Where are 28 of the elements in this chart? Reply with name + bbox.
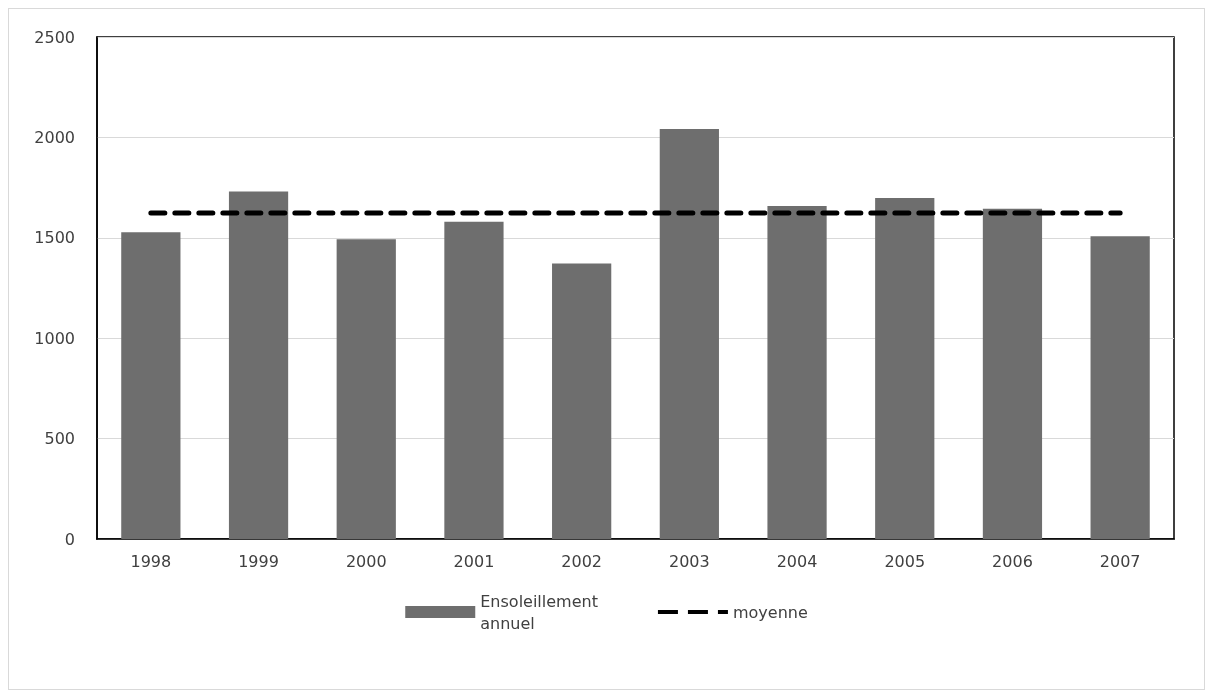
bar — [767, 206, 827, 539]
legend-label: Ensoleillement annuel — [480, 591, 598, 633]
x-tick-label: 2007 — [1099, 551, 1141, 571]
bar — [228, 191, 289, 539]
x-tick-label: 2005 — [884, 551, 926, 571]
bar — [1090, 236, 1150, 539]
bar — [444, 221, 504, 539]
bar — [659, 128, 719, 539]
bar — [552, 263, 612, 539]
legend-label: moyenne — [732, 602, 808, 622]
bar — [336, 239, 396, 539]
x-tick-label: 2003 — [668, 551, 710, 571]
x-tick-label: 1998 — [130, 551, 172, 571]
y-tick-label: 0 — [64, 529, 75, 549]
y-tick-label: 1500 — [34, 228, 75, 248]
x-tick-label: 2004 — [776, 551, 818, 571]
x-tick-label: 2001 — [453, 551, 495, 571]
bar — [875, 198, 935, 539]
x-tick-label: 1999 — [238, 551, 279, 571]
x-tick-label: 2002 — [561, 551, 603, 571]
x-tick-label: 2000 — [345, 551, 387, 571]
x-tick-label: 2006 — [992, 551, 1033, 571]
y-tick-label: 2500 — [34, 27, 75, 47]
y-tick-label: 1000 — [34, 328, 75, 348]
y-tick-label: 2000 — [34, 127, 75, 147]
bar — [121, 232, 181, 539]
bar — [982, 208, 1043, 539]
y-tick-label: 500 — [44, 429, 75, 449]
